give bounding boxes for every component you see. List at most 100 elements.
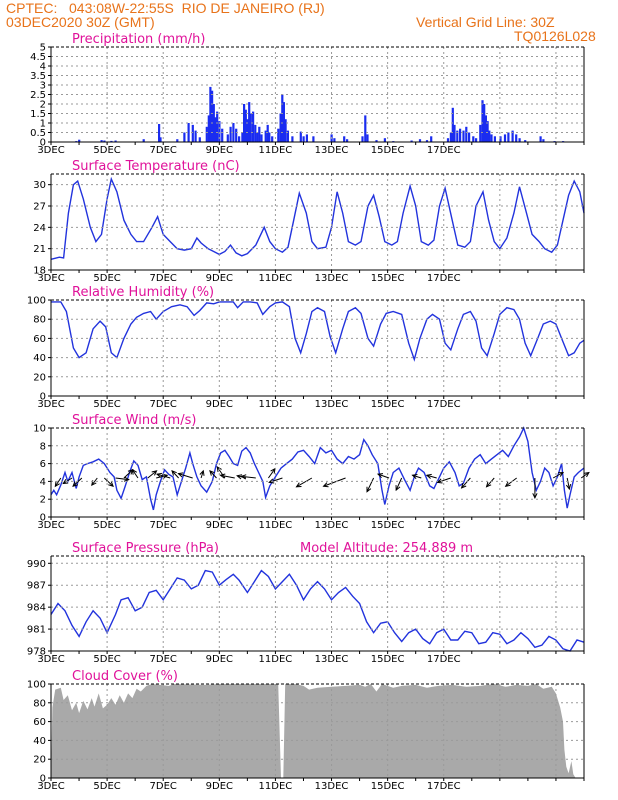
precip-bar bbox=[366, 134, 369, 142]
precip-bar bbox=[511, 130, 514, 142]
precip-bar bbox=[333, 138, 336, 142]
x-tick-label: 9DEC bbox=[206, 520, 233, 531]
wind-arrow bbox=[72, 477, 83, 488]
panel-wind: 0 2 4 6 8 10 3DEC 5DEC 7DEC 9DEC 11DEC 13DEC 15DEC 17… bbox=[33, 413, 590, 531]
precip-bar bbox=[235, 128, 238, 142]
precip-bar bbox=[226, 134, 229, 142]
x-tick-label: 13DEC bbox=[315, 654, 349, 665]
x-tick-label: 3DEC bbox=[37, 399, 64, 410]
precip-bar bbox=[312, 136, 315, 142]
precip-bar bbox=[264, 130, 267, 142]
precip-bar bbox=[484, 115, 487, 142]
precip-bar bbox=[486, 121, 489, 142]
precip-bar bbox=[284, 119, 287, 142]
wind-arrow bbox=[54, 477, 62, 488]
y-tick-label: 20 bbox=[33, 755, 46, 766]
cloud-area bbox=[51, 684, 576, 778]
precip-bar bbox=[254, 124, 257, 142]
y-tick-label: 18 bbox=[33, 266, 46, 277]
precip-bar bbox=[256, 132, 259, 142]
y-tick-label: 4 bbox=[40, 62, 46, 73]
y-tick-label: 20 bbox=[33, 372, 46, 383]
precip-bar bbox=[229, 126, 232, 142]
precip-bar bbox=[114, 140, 117, 142]
panel-pres: 978 981 984 987 990 3DEC 5DEC 7DEC 9DEC 11DEC 13DE… bbox=[27, 541, 585, 665]
precip-bar bbox=[462, 130, 465, 142]
precip-bar bbox=[299, 131, 302, 142]
precip-bar bbox=[214, 117, 217, 142]
header-date: 03DEC2020 30Z (GMT) bbox=[6, 14, 155, 30]
precip-bar bbox=[375, 140, 378, 142]
grid bbox=[51, 47, 584, 142]
wind-arrow bbox=[532, 478, 538, 499]
y-tick-label: 40 bbox=[33, 353, 46, 364]
x-tick-label: 13DEC bbox=[315, 520, 349, 531]
precip-bar bbox=[211, 90, 214, 142]
x-tick-label: 15DEC bbox=[371, 145, 405, 156]
precip-bar bbox=[216, 111, 219, 142]
y-tick-label: 4 bbox=[40, 477, 46, 488]
wind-arrow bbox=[156, 473, 169, 479]
x-tick-label: 9DEC bbox=[206, 399, 233, 410]
y-tick-label: 8 bbox=[40, 441, 46, 452]
precip-bar bbox=[456, 130, 459, 142]
x-tick-label: 17DEC bbox=[427, 145, 461, 156]
precip-bar bbox=[243, 104, 246, 142]
precip-bar bbox=[268, 132, 271, 142]
x-tick-label: 11DEC bbox=[259, 781, 293, 792]
precip-bar bbox=[291, 136, 294, 142]
grid bbox=[51, 556, 584, 651]
x-tick-label: 15DEC bbox=[371, 520, 405, 531]
precip-bar bbox=[410, 140, 413, 142]
x-tick-label: 15DEC bbox=[371, 781, 405, 792]
x-tick-label: 5DEC bbox=[93, 654, 120, 665]
plot-area bbox=[51, 556, 584, 651]
precip-bar bbox=[539, 136, 542, 142]
precip-bar bbox=[244, 109, 247, 142]
precip-bar bbox=[488, 130, 491, 142]
plot-area bbox=[51, 300, 584, 396]
x-tick-label: 13DEC bbox=[315, 399, 349, 410]
precip-bar bbox=[159, 137, 162, 143]
x-tick-label: 5DEC bbox=[93, 399, 120, 410]
y-tick-label: 80 bbox=[33, 315, 46, 326]
x-tick-label: 3DEC bbox=[37, 520, 64, 531]
grid bbox=[51, 684, 584, 778]
precip-bar bbox=[518, 138, 521, 142]
precip-bar bbox=[490, 134, 493, 142]
precip-bar bbox=[383, 138, 386, 142]
precip-bar bbox=[183, 132, 186, 142]
precip-bar bbox=[78, 139, 81, 142]
y-tick-label: 0 bbox=[40, 774, 46, 785]
x-tick-label: 9DEC bbox=[206, 781, 233, 792]
wind-arrow bbox=[147, 470, 158, 479]
precip-bar bbox=[493, 136, 496, 142]
y-tick-label: 1 bbox=[40, 119, 46, 130]
precip-bar bbox=[459, 128, 462, 142]
wind-arrow bbox=[177, 472, 193, 479]
y-tick-label: 5 bbox=[40, 43, 46, 54]
x-tick-label: 5DEC bbox=[93, 145, 120, 156]
x-tick-label: 11DEC bbox=[259, 520, 293, 531]
precip-bar bbox=[212, 104, 215, 142]
x-tick-label: 5DEC bbox=[93, 781, 120, 792]
panel-title: Surface Pressure (hPa) bbox=[72, 541, 219, 556]
x-tick-label: 7DEC bbox=[150, 145, 177, 156]
precip-bar bbox=[418, 139, 422, 142]
precip-bar bbox=[286, 130, 289, 142]
wind-arrow bbox=[460, 477, 471, 489]
wind-arrow bbox=[171, 470, 180, 479]
panel-subtitle: Model Altitude: 254.889 m bbox=[300, 541, 473, 556]
panel-temp: 18 21 24 27 30 3DEC 5DEC 7DEC 9DEC 11DEC 13DEC 15DE… bbox=[33, 159, 585, 284]
precip-bar bbox=[271, 136, 274, 142]
precip-bar bbox=[238, 136, 241, 142]
wind-arrow bbox=[155, 472, 171, 479]
wind-arrow bbox=[366, 477, 375, 493]
precip-bar bbox=[515, 134, 518, 142]
precip-bar bbox=[475, 138, 478, 142]
y-tick-label: 981 bbox=[27, 625, 46, 636]
x-tick-label: 3DEC bbox=[37, 654, 64, 665]
x-tick-label: 9DEC bbox=[206, 654, 233, 665]
precip-bar bbox=[481, 100, 484, 142]
